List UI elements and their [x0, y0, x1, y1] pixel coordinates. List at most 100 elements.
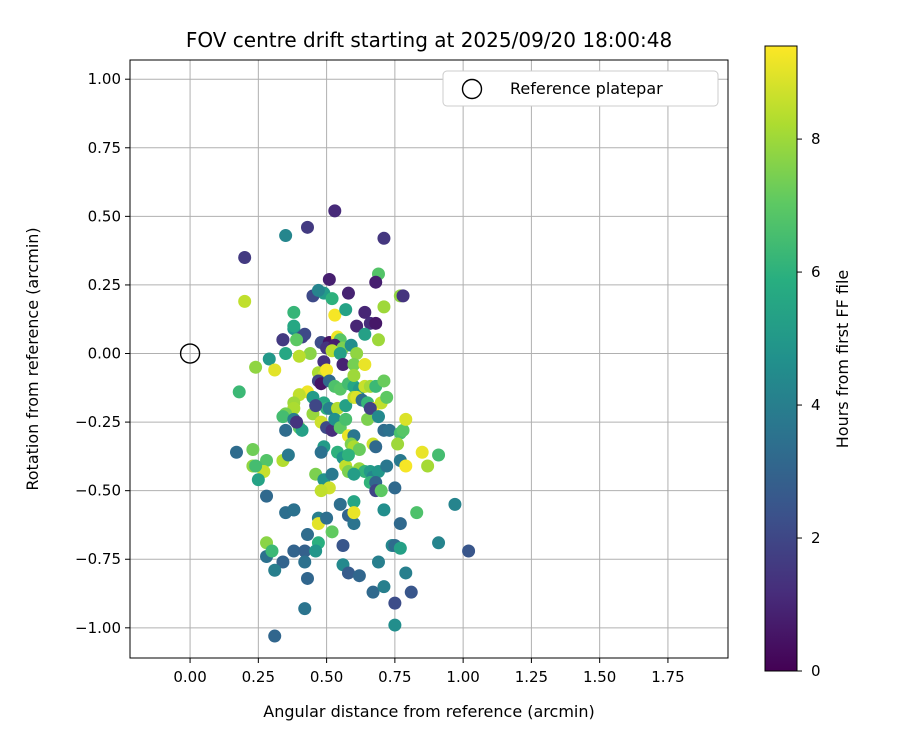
data-point: [388, 596, 402, 610]
data-point: [358, 357, 372, 371]
colorbar-tick-label: 0: [811, 662, 821, 680]
data-point: [276, 410, 290, 424]
data-point: [333, 497, 347, 511]
data-point: [298, 544, 312, 558]
data-point: [371, 410, 385, 424]
data-point: [396, 289, 410, 303]
data-point: [339, 303, 353, 317]
data-point: [298, 602, 312, 616]
data-point: [303, 347, 317, 361]
data-point: [292, 349, 306, 363]
y-tick-label: −0.50: [75, 482, 121, 500]
x-axis-label: Angular distance from reference (arcmin): [263, 702, 594, 721]
data-point: [371, 555, 385, 569]
data-point: [249, 360, 263, 374]
x-tick-label: 1.75: [651, 668, 684, 686]
data-point: [328, 308, 342, 322]
reference-point: [179, 343, 201, 364]
data-point: [358, 305, 372, 319]
plot-frame: [129, 59, 729, 659]
data-point: [279, 229, 293, 243]
data-point: [287, 544, 301, 558]
y-tick-label: 0.50: [88, 207, 121, 225]
x-tick-label: 1.50: [583, 668, 616, 686]
data-point: [320, 511, 334, 525]
data-point: [410, 506, 424, 520]
data-point: [361, 412, 375, 426]
data-point: [314, 484, 328, 498]
data-point: [336, 357, 350, 371]
data-point: [347, 467, 361, 481]
y-tick-label: 0.25: [88, 276, 121, 294]
data-point: [276, 333, 290, 347]
data-point: [246, 443, 260, 457]
data-point: [462, 544, 476, 558]
data-point: [399, 566, 413, 580]
data-point: [369, 440, 383, 454]
y-axis-label: Rotation from reference (arcmin): [23, 227, 42, 490]
data-point: [279, 423, 293, 437]
colorbar-gradient: [764, 45, 798, 672]
data-point: [325, 467, 339, 481]
data-point: [352, 569, 366, 583]
data-point: [262, 352, 276, 366]
legend-marker-reference: [461, 78, 483, 100]
data-point: [347, 517, 361, 531]
data-point: [249, 459, 263, 473]
data-point: [287, 503, 301, 517]
data-point: [300, 528, 314, 542]
data-point: [377, 231, 391, 245]
x-tick-label: 0.00: [173, 668, 206, 686]
gridlines: [130, 60, 728, 658]
y-tick-label: −0.75: [75, 550, 121, 568]
data-point: [371, 333, 385, 347]
data-point: [391, 437, 405, 451]
data-point: [399, 412, 413, 426]
data-point: [341, 286, 355, 300]
data-point: [347, 357, 361, 371]
data-point: [377, 300, 391, 314]
data-point: [388, 618, 402, 632]
colorbar-tick-label: 8: [811, 130, 821, 148]
data-point: [290, 415, 304, 429]
data-point: [377, 580, 391, 594]
colorbar-tick-label: 6: [811, 263, 821, 281]
y-tick-label: −0.25: [75, 413, 121, 431]
data-point: [380, 459, 394, 473]
data-point: [366, 585, 380, 599]
data-point: [339, 412, 353, 426]
data-point: [314, 445, 328, 459]
data-point: [350, 319, 364, 333]
data-point: [448, 497, 462, 511]
y-tick-label: 0.00: [88, 345, 121, 363]
data-point: [432, 448, 446, 462]
data-point: [421, 459, 435, 473]
data-point: [290, 333, 304, 347]
data-point: [347, 506, 361, 520]
data-point: [393, 517, 407, 531]
data-point: [432, 536, 446, 550]
y-tick-label: −1.00: [75, 619, 121, 637]
data-point: [328, 204, 342, 218]
data-point: [339, 399, 353, 413]
data-point: [333, 347, 347, 361]
data-point: [347, 368, 361, 382]
x-tick-label: 0.50: [310, 668, 343, 686]
data-point: [309, 399, 323, 413]
data-point: [382, 423, 396, 437]
x-axis-ticks: 0.00 0.25 0.50 0.75 1.00 1.25 1.50 1.75: [173, 658, 685, 686]
data-point: [251, 473, 265, 487]
data-points: [179, 204, 476, 643]
data-point: [229, 445, 243, 459]
legend-box: [442, 70, 719, 107]
data-point: [358, 327, 372, 341]
y-tick-label: 1.00: [88, 70, 121, 88]
y-axis-ticks: −1.00 −0.75 −0.50 −0.25 0.00 0.25 0.50 0.75 1.00: [75, 70, 130, 637]
data-point: [238, 251, 252, 265]
colorbar: 0 2 4 6 8 Hours from first FF file: [764, 45, 852, 680]
data-point: [388, 481, 402, 495]
y-tick-label: 0.75: [88, 139, 121, 157]
data-point: [369, 316, 383, 330]
chart-title: FOV centre drift starting at 2025/09/20 …: [186, 28, 672, 52]
